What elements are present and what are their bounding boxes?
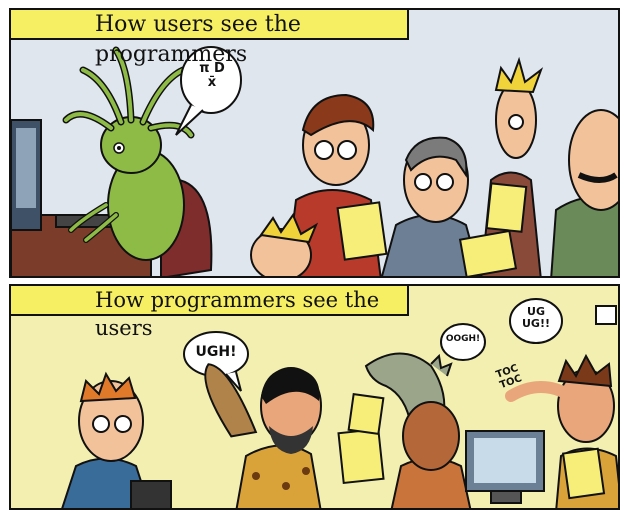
- bubble-mid-text: OOGH!: [445, 334, 481, 344]
- speech-bubble-line-2: x̄: [207, 75, 217, 90]
- bubble-left-text: UGH!: [195, 344, 237, 360]
- bubble-right-line-2: UG!!: [522, 317, 550, 330]
- bottom-panel-illustration: [61, 298, 618, 508]
- bottom-panel: How programmers see the users UGH! OOGH!…: [9, 284, 620, 510]
- top-caption: How users see the programmers: [11, 10, 409, 67]
- bubble-right-text: UG UG!!: [516, 306, 556, 330]
- bubble-right-line-1: UG: [527, 305, 545, 318]
- bottom-caption: How programmers see the users: [11, 286, 409, 340]
- top-panel-illustration: [11, 46, 618, 276]
- speech-bubble-text: π D x̄: [197, 62, 227, 90]
- top-panel: How users see the programmers π D x̄: [9, 8, 620, 278]
- speech-bubble-line-1: π D: [199, 61, 225, 76]
